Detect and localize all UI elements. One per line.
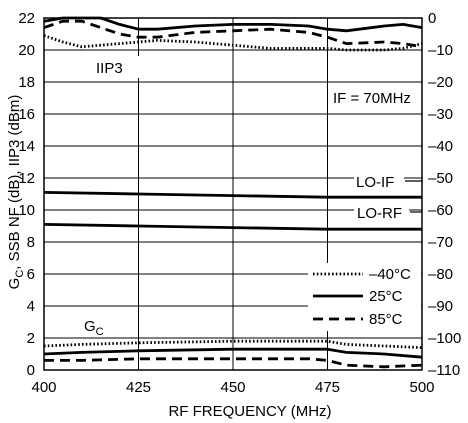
legend-label-minus40: –40°C [369, 266, 411, 283]
series-line-iip3 [43, 34, 423, 52]
lo-if-label: LO-IF [356, 174, 394, 191]
if-condition-label: IF = 70MHz [333, 90, 411, 107]
y-left-tick-label: 10 [18, 202, 35, 219]
y-right-tick-label: –60 [428, 202, 453, 219]
y-left-tick-label: 20 [18, 42, 35, 59]
x-tick-label: 425 [126, 379, 151, 396]
y-right-tick-label: –70 [428, 234, 453, 251]
x-tick-label: 450 [220, 379, 245, 396]
y-axis-title-g: G [6, 278, 23, 290]
y-right-tick-label: –100 [428, 330, 461, 347]
gc-label-sub: C [96, 326, 104, 338]
series-line-iip3 [43, 19, 423, 49]
y-axis-title-sub: C [14, 270, 26, 278]
legend-label-85: 85°C [369, 311, 403, 328]
x-tick-label: 475 [315, 379, 340, 396]
y-axis-title-rest: , SSB NF (dB), IIP3 (dBm) [6, 95, 23, 270]
series-line-lo-if [43, 191, 422, 199]
y-left-tick-label: 0 [27, 362, 35, 379]
gc-label-g: G [84, 318, 96, 335]
plot-frame [43, 17, 423, 371]
y-right-tick-label: –30 [428, 106, 453, 123]
x-tick-label: 500 [409, 379, 434, 396]
legend: –40°C 25°C 85°C [308, 263, 421, 331]
x-tick-label: 400 [31, 379, 56, 396]
if-condition-bg [331, 86, 421, 108]
lo-if-label-bg [354, 170, 404, 192]
series-line-gc [43, 347, 423, 359]
x-tick-labels: 400 425 450 475 500 [31, 379, 434, 396]
legend-label-25: 25°C [369, 288, 403, 305]
series-group [43, 16, 423, 369]
lo-rf-label: LO-RF [357, 205, 402, 222]
y-right-tick-label: –40 [428, 138, 453, 155]
y-left-tick-label: 12 [18, 170, 35, 187]
y-left-tick-label: 14 [18, 138, 35, 155]
series-line-gc [44, 357, 423, 369]
y-left-tick-label: 2 [27, 330, 35, 347]
y-right-tick-label: –50 [428, 170, 453, 187]
iip3-label-bg [93, 56, 139, 78]
y-right-tick-label: –10 [428, 42, 453, 59]
y-right-tick-labels: 0 –10 –20 –30 –40 –50 –60 –70 –80 –90 –100 –110 [428, 10, 461, 379]
y-right-tick-label: –110 [428, 362, 460, 379]
y-left-tick-label: 16 [18, 106, 35, 123]
y-right-tick-label: 0 [428, 10, 436, 27]
y-right-tick-label: –80 [428, 266, 453, 283]
y-axis-title: GC, SSB NF (dB), IIP3 (dBm) [6, 95, 26, 290]
y-right-tick-label: –20 [428, 74, 453, 91]
y-left-tick-label: 8 [27, 234, 35, 251]
y-left-tick-label: 6 [27, 266, 35, 283]
x-axis-title: RF FREQUENCY (MHz) [168, 403, 331, 420]
iip3-label: IIP3 [96, 60, 123, 77]
series-line-gc [43, 339, 423, 349]
series-line-lo-rf [43, 223, 422, 231]
y-left-tick-label: 22 [18, 10, 35, 27]
y-left-tick-labels: 0 2 4 6 8 10 12 14 16 18 20 22 [18, 10, 35, 379]
gc-label: GC [84, 318, 104, 338]
y-left-tick-label: 4 [27, 298, 35, 315]
y-left-tick-label: 18 [18, 74, 35, 91]
lo-rf-label-bg [354, 201, 409, 223]
y-right-tick-label: –90 [428, 298, 453, 315]
